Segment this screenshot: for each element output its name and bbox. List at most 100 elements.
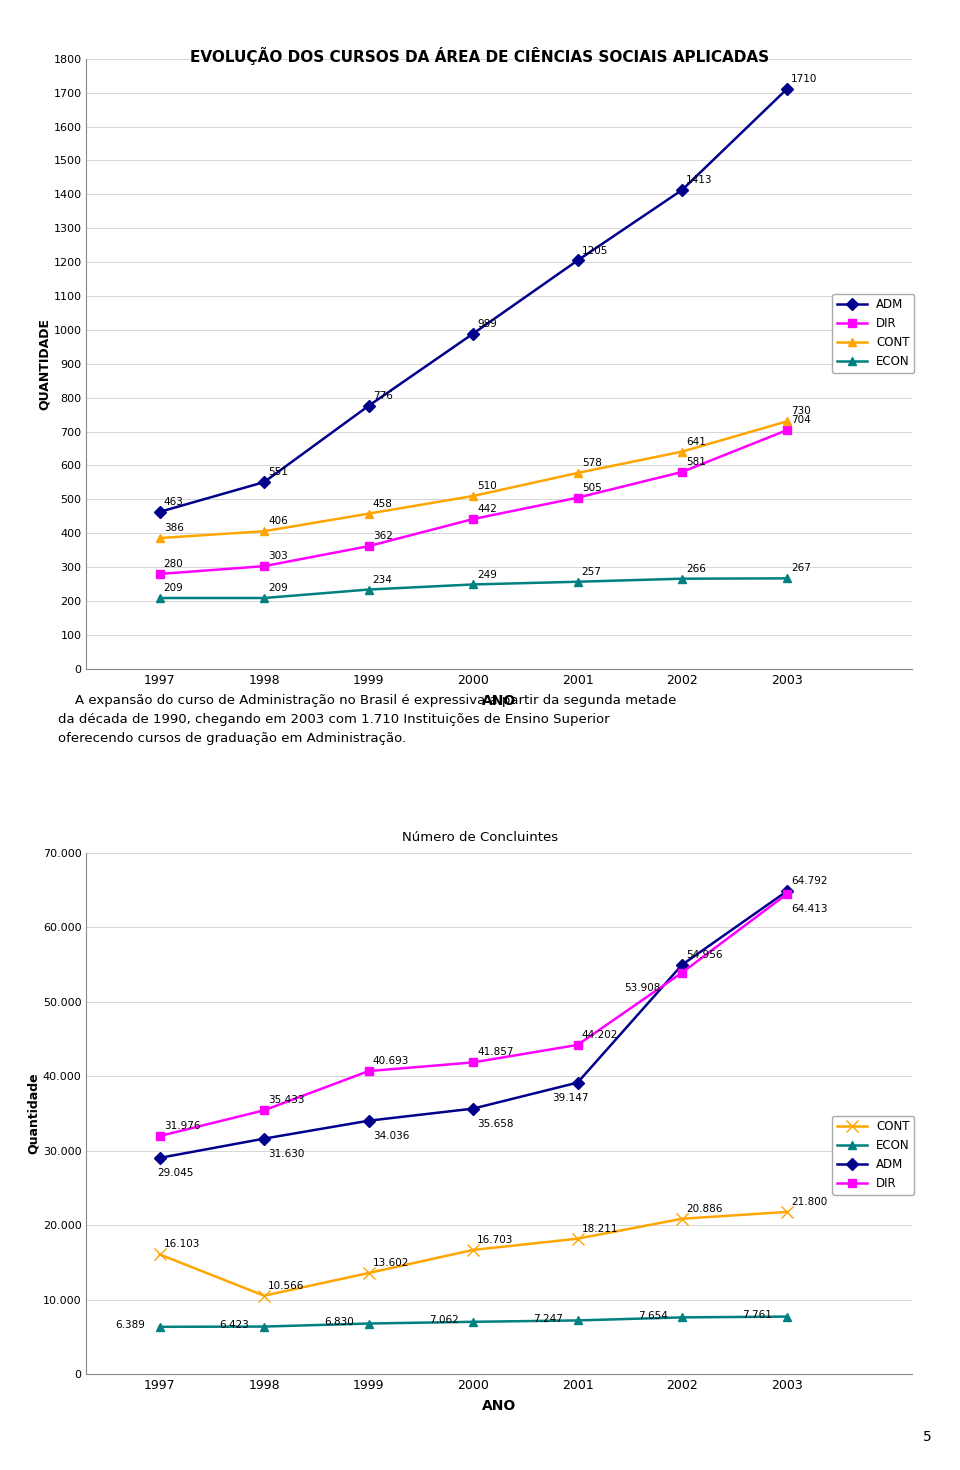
Text: 35.658: 35.658: [477, 1119, 514, 1129]
Text: 776: 776: [372, 391, 393, 401]
ADM: [780, 882, 792, 900]
Text: 234: 234: [372, 575, 393, 585]
ECON: [258, 589, 270, 607]
Text: 266: 266: [686, 564, 707, 573]
Text: 406: 406: [268, 516, 288, 526]
CONT: [154, 1245, 165, 1263]
CONT: [780, 413, 792, 431]
ADM: [468, 325, 479, 343]
Text: 463: 463: [164, 497, 183, 507]
Text: 40.693: 40.693: [372, 1055, 409, 1066]
CONT: [363, 504, 374, 522]
Text: 54.956: 54.956: [686, 950, 723, 960]
CONT: [363, 1264, 374, 1282]
CONT: [468, 487, 479, 504]
Line: ADM: ADM: [156, 888, 791, 1163]
Text: 31.976: 31.976: [164, 1122, 201, 1130]
Line: ADM: ADM: [156, 85, 791, 516]
Text: 6.389: 6.389: [115, 1320, 145, 1330]
Text: 6.423: 6.423: [220, 1320, 250, 1330]
Text: 7.062: 7.062: [428, 1316, 458, 1324]
Text: EVOLUÇÃO DOS CURSOS DA ÁREA DE CIÊNCIAS SOCIAIS APLICADAS: EVOLUÇÃO DOS CURSOS DA ÁREA DE CIÊNCIAS …: [190, 47, 770, 65]
Text: 510: 510: [477, 481, 497, 491]
ECON: [780, 1308, 792, 1326]
Line: ECON: ECON: [156, 575, 791, 603]
ADM: [572, 1073, 584, 1091]
CONT: [468, 1241, 479, 1258]
DIR: [154, 1127, 165, 1145]
ADM: [677, 181, 688, 198]
Text: Número de Concluintes: Número de Concluintes: [402, 831, 558, 844]
ADM: [363, 397, 374, 415]
DIR: [780, 885, 792, 903]
Text: 505: 505: [582, 482, 602, 492]
Text: 20.886: 20.886: [686, 1204, 723, 1214]
Text: 267: 267: [791, 563, 810, 573]
Text: 989: 989: [477, 319, 497, 329]
Text: 386: 386: [164, 523, 183, 534]
Text: 730: 730: [791, 407, 810, 416]
CONT: [154, 529, 165, 547]
CONT: [258, 522, 270, 539]
ECON: [468, 1313, 479, 1330]
Text: 209: 209: [268, 584, 288, 592]
ECON: [154, 589, 165, 607]
Text: 249: 249: [477, 569, 497, 579]
DIR: [572, 1036, 584, 1054]
ADM: [258, 1130, 270, 1148]
DIR: [677, 964, 688, 982]
ECON: [677, 570, 688, 588]
Text: 64.792: 64.792: [791, 876, 828, 886]
DIR: [258, 1101, 270, 1119]
Text: 7.654: 7.654: [637, 1311, 667, 1320]
Text: A expansão do curso de Administração no Brasil é expressiva a partir da segunda : A expansão do curso de Administração no …: [58, 694, 676, 745]
Line: DIR: DIR: [156, 889, 791, 1141]
ECON: [468, 576, 479, 594]
DIR: [363, 1063, 374, 1080]
Text: 16.103: 16.103: [164, 1239, 200, 1250]
Text: 458: 458: [372, 498, 393, 509]
Text: 362: 362: [372, 531, 393, 541]
Line: CONT: CONT: [154, 1205, 793, 1302]
Text: 7.247: 7.247: [533, 1314, 563, 1324]
Text: 21.800: 21.800: [791, 1197, 827, 1207]
ADM: [154, 1150, 165, 1167]
Text: 5: 5: [923, 1429, 931, 1444]
Text: 280: 280: [164, 559, 183, 569]
ADM: [677, 956, 688, 973]
Line: ECON: ECON: [156, 1313, 791, 1330]
Line: CONT: CONT: [156, 417, 791, 542]
Text: 10.566: 10.566: [268, 1280, 304, 1291]
ADM: [154, 503, 165, 520]
CONT: [677, 1210, 688, 1227]
Text: 442: 442: [477, 504, 497, 514]
Y-axis label: Quantidade: Quantidade: [27, 1073, 40, 1154]
DIR: [363, 538, 374, 556]
Text: 18.211: 18.211: [582, 1223, 618, 1233]
Text: 641: 641: [686, 437, 707, 447]
Text: 31.630: 31.630: [268, 1148, 304, 1158]
ADM: [258, 473, 270, 491]
Text: 39.147: 39.147: [553, 1092, 589, 1102]
Legend: CONT, ECON, ADM, DIR: CONT, ECON, ADM, DIR: [832, 1116, 914, 1195]
X-axis label: ANO: ANO: [482, 694, 516, 707]
DIR: [572, 490, 584, 507]
Y-axis label: QUANTIDADE: QUANTIDADE: [37, 318, 51, 410]
CONT: [572, 465, 584, 482]
CONT: [258, 1286, 270, 1304]
Text: 41.857: 41.857: [477, 1048, 514, 1057]
DIR: [780, 422, 792, 440]
DIR: [468, 510, 479, 528]
Line: DIR: DIR: [156, 426, 791, 578]
Text: 34.036: 34.036: [372, 1130, 409, 1141]
Text: 704: 704: [791, 416, 810, 425]
Text: 257: 257: [582, 567, 602, 576]
DIR: [677, 463, 688, 481]
X-axis label: ANO: ANO: [482, 1399, 516, 1413]
Text: 13.602: 13.602: [372, 1258, 409, 1269]
ECON: [363, 581, 374, 598]
Text: 1413: 1413: [686, 175, 712, 185]
Text: 1205: 1205: [582, 245, 608, 256]
ECON: [572, 573, 584, 591]
ECON: [154, 1319, 165, 1336]
